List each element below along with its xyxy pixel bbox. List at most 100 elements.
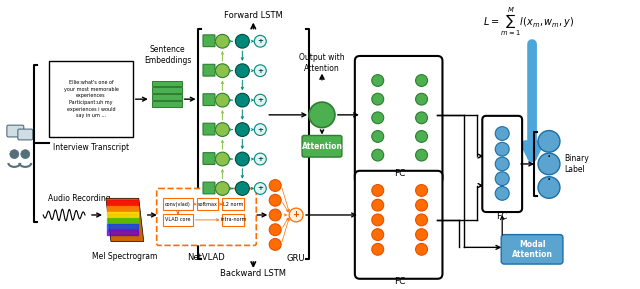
Text: Attention: Attention [301,142,342,151]
Circle shape [254,183,266,194]
Circle shape [289,208,303,222]
Circle shape [216,152,229,166]
Circle shape [372,243,384,255]
Text: Interview Transcript: Interview Transcript [53,143,129,152]
Circle shape [415,243,428,255]
Text: +: + [257,127,263,133]
Circle shape [372,149,384,161]
Circle shape [254,65,266,77]
Circle shape [216,93,229,107]
Circle shape [216,34,229,48]
FancyBboxPatch shape [223,198,244,210]
Circle shape [415,185,428,196]
Text: +: + [292,210,300,219]
Circle shape [269,180,281,191]
FancyBboxPatch shape [152,94,182,100]
Circle shape [372,131,384,142]
Circle shape [415,199,428,211]
Circle shape [415,112,428,124]
FancyBboxPatch shape [7,125,24,137]
FancyBboxPatch shape [355,56,442,184]
Circle shape [495,157,509,171]
FancyBboxPatch shape [157,188,256,245]
Circle shape [415,93,428,105]
Text: Binary
Label: Binary Label [564,154,589,174]
Circle shape [254,153,266,165]
FancyBboxPatch shape [18,129,33,140]
Text: Modal
Attention: Modal Attention [511,240,552,259]
Text: +: + [257,156,263,162]
Circle shape [216,123,229,136]
Circle shape [372,185,384,196]
Circle shape [236,152,250,166]
Circle shape [415,75,428,86]
Circle shape [372,229,384,240]
FancyBboxPatch shape [203,182,215,194]
Polygon shape [106,198,144,242]
Text: Sentence
Embeddings: Sentence Embeddings [144,45,191,65]
Circle shape [236,181,250,195]
Circle shape [254,35,266,47]
FancyBboxPatch shape [223,214,244,226]
Text: Forward LSTM: Forward LSTM [224,11,283,20]
Text: FC: FC [394,277,405,286]
Text: softmax: softmax [198,202,218,207]
Text: FC: FC [394,169,405,178]
FancyBboxPatch shape [501,235,563,264]
Circle shape [309,102,335,128]
Circle shape [372,214,384,226]
Text: Mel Spectrogram: Mel Spectrogram [92,252,157,261]
Circle shape [254,94,266,106]
Text: Backward LSTM: Backward LSTM [220,269,286,278]
Text: NetVLAD: NetVLAD [188,253,225,262]
Text: +: + [257,186,263,192]
Circle shape [236,123,250,136]
Circle shape [538,153,560,175]
FancyBboxPatch shape [152,101,182,107]
Text: FC: FC [497,212,508,221]
FancyBboxPatch shape [152,81,182,86]
Circle shape [415,214,428,226]
Circle shape [216,64,229,77]
Text: .: . [547,169,551,183]
Circle shape [372,75,384,86]
Circle shape [372,112,384,124]
FancyBboxPatch shape [203,64,215,76]
Circle shape [269,194,281,206]
Circle shape [269,209,281,221]
FancyBboxPatch shape [163,198,193,210]
Circle shape [538,131,560,152]
Circle shape [415,131,428,142]
Circle shape [495,172,509,186]
Circle shape [269,224,281,236]
FancyBboxPatch shape [302,136,342,157]
Text: +: + [257,38,263,44]
Text: Audio Recording: Audio Recording [48,194,110,203]
Text: .: . [547,146,551,160]
Circle shape [216,181,229,195]
Circle shape [372,93,384,105]
FancyBboxPatch shape [163,214,193,226]
FancyBboxPatch shape [152,87,182,93]
Circle shape [236,93,250,107]
Circle shape [269,238,281,250]
Circle shape [372,199,384,211]
Circle shape [538,177,560,198]
FancyBboxPatch shape [355,171,442,279]
FancyBboxPatch shape [203,123,215,135]
Text: conv(vlad): conv(vlad) [164,202,191,207]
FancyBboxPatch shape [203,94,215,105]
FancyBboxPatch shape [49,61,133,138]
Text: intra-norm: intra-norm [220,217,246,223]
Text: Output with
Attention: Output with Attention [299,53,345,73]
Text: +: + [257,68,263,74]
FancyBboxPatch shape [203,153,215,164]
Circle shape [236,64,250,77]
Text: L2 norm: L2 norm [223,202,244,207]
Circle shape [10,150,19,159]
FancyBboxPatch shape [203,35,215,47]
Circle shape [236,34,250,48]
FancyBboxPatch shape [196,198,218,210]
FancyBboxPatch shape [483,116,522,212]
Circle shape [495,142,509,156]
